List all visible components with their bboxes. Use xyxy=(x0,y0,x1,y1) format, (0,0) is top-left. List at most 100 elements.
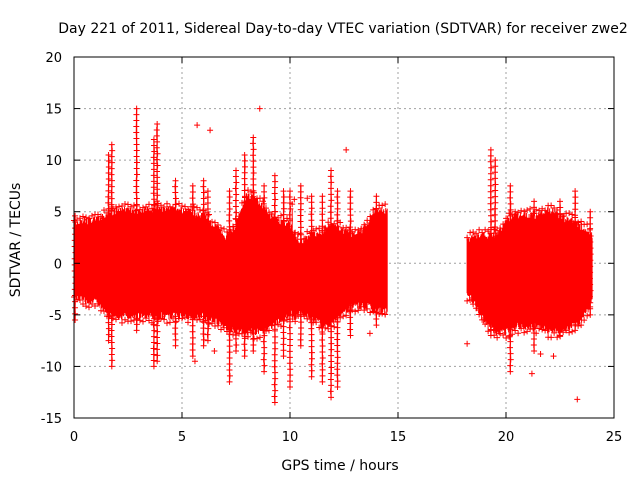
data-point xyxy=(487,230,494,237)
data-point xyxy=(241,211,248,218)
data-point xyxy=(347,188,354,195)
data-point xyxy=(250,264,257,271)
data-point xyxy=(487,326,494,333)
data-point xyxy=(487,332,494,339)
data-point xyxy=(271,393,278,400)
data-point xyxy=(72,231,79,238)
data-point xyxy=(151,148,158,155)
data-point xyxy=(328,286,335,293)
data-spike xyxy=(556,198,564,339)
data-point xyxy=(150,172,157,179)
data-point xyxy=(226,349,233,356)
data-point xyxy=(328,280,335,287)
data-point xyxy=(133,117,140,124)
data-point xyxy=(108,333,115,340)
data-point xyxy=(286,223,293,230)
data-point xyxy=(542,327,549,334)
data-point xyxy=(189,347,196,354)
data-point xyxy=(347,218,354,225)
data-point xyxy=(280,300,287,307)
data-point xyxy=(226,247,233,254)
data-point xyxy=(584,312,591,319)
data-point xyxy=(531,270,538,277)
data-point xyxy=(151,339,158,346)
data-point xyxy=(586,293,593,300)
data-point xyxy=(105,241,112,248)
data-point xyxy=(286,277,293,284)
data-point xyxy=(554,207,561,214)
data-point xyxy=(531,210,538,217)
data-point xyxy=(200,325,207,332)
data-point xyxy=(373,316,380,323)
data-point xyxy=(241,335,248,342)
data-point xyxy=(72,317,79,324)
data-point xyxy=(133,111,140,118)
data-point xyxy=(328,268,335,275)
data-point xyxy=(269,322,275,329)
data-point xyxy=(232,323,239,330)
data-point xyxy=(334,253,341,260)
data-point xyxy=(308,199,315,206)
data-point xyxy=(364,305,371,312)
data-point xyxy=(172,313,179,320)
data-point xyxy=(286,348,293,355)
data-point xyxy=(556,320,563,327)
data-point xyxy=(150,267,157,274)
data-point xyxy=(151,214,158,221)
data-point xyxy=(250,152,257,159)
data-point xyxy=(189,286,196,293)
data-point xyxy=(308,373,315,380)
data-point xyxy=(319,193,326,200)
data-point xyxy=(298,259,305,266)
data-point xyxy=(154,186,161,193)
data-point xyxy=(241,187,248,194)
data-point xyxy=(280,199,287,206)
data-point xyxy=(226,235,233,242)
x-tick-label: 0 xyxy=(70,430,78,445)
data-point xyxy=(154,263,161,270)
data-point xyxy=(379,202,386,209)
data-point xyxy=(587,214,594,221)
data-point xyxy=(328,274,335,281)
data-point xyxy=(154,204,161,211)
data-point xyxy=(297,248,304,255)
data-point xyxy=(261,248,268,255)
data-point xyxy=(108,255,115,262)
data-point xyxy=(241,169,248,176)
data-point xyxy=(319,229,326,236)
data-spike xyxy=(241,151,249,360)
data-point xyxy=(260,236,267,243)
data-point xyxy=(226,301,233,308)
data-point xyxy=(298,319,305,326)
data-point xyxy=(347,230,354,237)
data-spike xyxy=(286,188,294,391)
data-point xyxy=(507,344,514,351)
data-point xyxy=(319,217,326,224)
data-point xyxy=(164,200,170,207)
data-point xyxy=(105,193,112,200)
data-point xyxy=(491,224,498,231)
data-point xyxy=(373,322,380,329)
data-point xyxy=(347,302,354,309)
data-point xyxy=(560,213,567,220)
data-point xyxy=(254,335,260,342)
data-point xyxy=(319,319,326,326)
data-point xyxy=(150,238,157,245)
data-point xyxy=(319,354,326,361)
data-point xyxy=(226,217,233,224)
data-point xyxy=(190,304,197,311)
data-point xyxy=(327,388,334,395)
data-point xyxy=(492,284,499,291)
data-point xyxy=(189,274,196,281)
data-point xyxy=(150,291,157,298)
data-point xyxy=(512,208,519,215)
data-point xyxy=(189,219,196,226)
data-point xyxy=(191,203,197,210)
data-point xyxy=(250,300,257,307)
data-point xyxy=(241,205,248,212)
data-point xyxy=(500,221,507,228)
data-point xyxy=(172,331,179,338)
data-point xyxy=(319,259,326,266)
data-point xyxy=(347,206,354,213)
